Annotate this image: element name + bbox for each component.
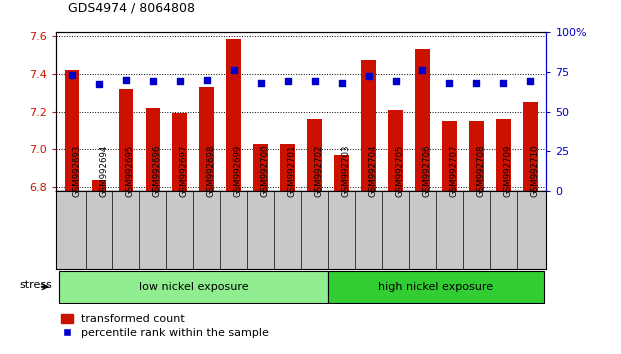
Bar — [388, 110, 403, 191]
Text: GSM992702: GSM992702 — [315, 145, 324, 198]
Bar — [58, 271, 328, 303]
Bar — [442, 121, 457, 191]
Text: stress: stress — [20, 280, 53, 290]
Text: GSM992700: GSM992700 — [261, 145, 270, 198]
Bar — [328, 271, 544, 303]
Point — [229, 67, 238, 73]
Point — [499, 80, 509, 86]
Bar — [361, 60, 376, 191]
Point — [256, 80, 266, 86]
Bar — [145, 108, 160, 191]
Bar — [469, 121, 484, 191]
Bar — [415, 49, 430, 191]
Text: GDS4974 / 8064808: GDS4974 / 8064808 — [68, 1, 196, 14]
Text: GSM992707: GSM992707 — [450, 145, 458, 198]
Text: GSM992694: GSM992694 — [99, 145, 108, 198]
Text: low nickel exposure: low nickel exposure — [138, 282, 248, 292]
Text: GSM992701: GSM992701 — [288, 145, 297, 198]
Bar — [65, 70, 79, 191]
Point — [364, 74, 374, 79]
Point — [121, 77, 131, 82]
Legend: transformed count, percentile rank within the sample: transformed count, percentile rank withi… — [61, 314, 270, 338]
Point — [471, 80, 481, 86]
Bar — [496, 119, 510, 191]
Bar — [227, 39, 241, 191]
Text: GSM992697: GSM992697 — [180, 145, 189, 198]
Point — [283, 79, 292, 84]
Point — [202, 77, 212, 82]
Text: GSM992709: GSM992709 — [504, 145, 512, 198]
Text: GSM992703: GSM992703 — [342, 145, 351, 198]
Text: GSM992708: GSM992708 — [476, 145, 486, 198]
Point — [94, 81, 104, 87]
Text: GSM992704: GSM992704 — [369, 145, 378, 198]
Bar — [199, 87, 214, 191]
Text: GSM992705: GSM992705 — [396, 145, 404, 198]
Bar — [307, 119, 322, 191]
Bar — [523, 102, 538, 191]
Point — [391, 79, 401, 84]
Point — [67, 72, 77, 78]
Bar — [253, 144, 268, 191]
Point — [445, 80, 455, 86]
Point — [310, 79, 320, 84]
Bar — [334, 155, 349, 191]
Text: GSM992699: GSM992699 — [233, 145, 243, 198]
Text: GSM992696: GSM992696 — [153, 145, 162, 198]
Bar — [119, 89, 134, 191]
Text: high nickel exposure: high nickel exposure — [378, 282, 494, 292]
Point — [175, 79, 185, 84]
Point — [337, 80, 347, 86]
Bar — [280, 144, 295, 191]
Point — [525, 79, 535, 84]
Point — [148, 79, 158, 84]
Text: GSM992695: GSM992695 — [126, 145, 135, 198]
Text: GSM992698: GSM992698 — [207, 145, 216, 198]
Point — [417, 67, 427, 73]
Text: GSM992710: GSM992710 — [530, 145, 539, 198]
Bar — [173, 113, 188, 191]
Text: GSM992706: GSM992706 — [422, 145, 432, 198]
Text: GSM992693: GSM992693 — [72, 145, 81, 198]
Bar — [92, 180, 106, 191]
